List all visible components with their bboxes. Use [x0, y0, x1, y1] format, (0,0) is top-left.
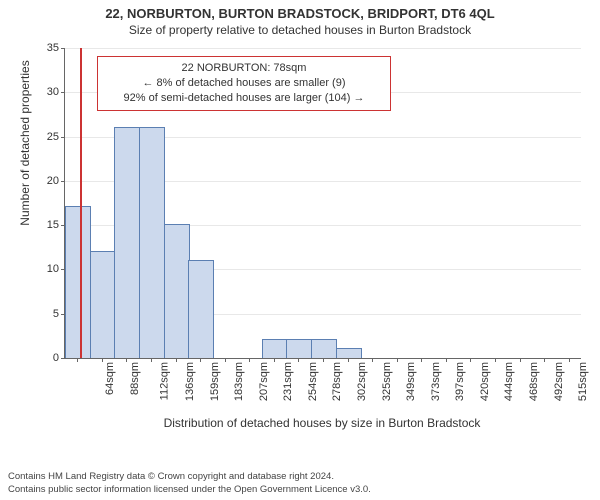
xtick-label: 349sqm — [405, 362, 417, 401]
histogram-bar — [164, 224, 190, 358]
histogram-bar — [188, 260, 214, 358]
xtick-label: 515sqm — [577, 362, 589, 401]
xtick-label: 231sqm — [282, 362, 294, 401]
xtick-mark — [298, 358, 299, 362]
xtick-mark — [323, 358, 324, 362]
xtick-mark — [495, 358, 496, 362]
annotation-line: ← 8% of detached houses are smaller (9) — [102, 76, 386, 91]
xtick-label: 373sqm — [430, 362, 442, 401]
xtick-label: 254sqm — [307, 362, 319, 401]
xtick-label: 444sqm — [504, 362, 516, 401]
xtick-mark — [176, 358, 177, 362]
xtick-label: 207sqm — [258, 362, 270, 401]
xtick-mark — [77, 358, 78, 362]
histogram-bar — [139, 127, 165, 358]
xtick-mark — [569, 358, 570, 362]
histogram-bar — [114, 127, 140, 358]
xtick-mark — [372, 358, 373, 362]
xtick-mark — [200, 358, 201, 362]
ytick-label: 10 — [47, 263, 65, 275]
xtick-mark — [126, 358, 127, 362]
footer-attribution: Contains HM Land Registry data © Crown c… — [8, 471, 371, 496]
xtick-mark — [397, 358, 398, 362]
ytick-label: 20 — [47, 175, 65, 187]
annotation-box: 22 NORBURTON: 78sqm← 8% of detached hous… — [97, 56, 391, 111]
xtick-label: 278sqm — [332, 362, 344, 401]
histogram-bar — [65, 206, 91, 358]
annotation-line: 22 NORBURTON: 78sqm — [102, 61, 386, 76]
gridline — [65, 48, 581, 49]
footer-line: Contains HM Land Registry data © Crown c… — [8, 471, 371, 483]
page-subtitle: Size of property relative to detached ho… — [0, 21, 600, 37]
xtick-label: 88sqm — [129, 362, 141, 395]
xtick-mark — [421, 358, 422, 362]
xtick-mark — [520, 358, 521, 362]
histogram-bar — [286, 339, 312, 358]
xtick-label: 112sqm — [159, 362, 171, 400]
xtick-label: 468sqm — [528, 362, 540, 401]
ytick-label: 15 — [47, 219, 65, 231]
ytick-label: 30 — [47, 86, 65, 98]
xtick-mark — [544, 358, 545, 362]
xtick-mark — [249, 358, 250, 362]
xtick-label: 183sqm — [233, 362, 245, 401]
xtick-label: 302sqm — [356, 362, 368, 401]
xtick-label: 492sqm — [553, 362, 565, 401]
xtick-mark — [225, 358, 226, 362]
ytick-label: 5 — [53, 308, 65, 320]
xtick-label: 325sqm — [381, 362, 393, 401]
annotation-line: 92% of semi-detached houses are larger (… — [102, 91, 386, 106]
xtick-mark — [102, 358, 103, 362]
xtick-label: 420sqm — [479, 362, 491, 401]
xtick-mark — [348, 358, 349, 362]
ytick-label: 35 — [47, 42, 65, 54]
x-axis-label: Distribution of detached houses by size … — [64, 416, 580, 430]
histogram-bar — [90, 251, 116, 358]
y-axis-label: Number of detached properties — [18, 0, 32, 298]
xtick-label: 397sqm — [454, 362, 466, 401]
page-title: 22, NORBURTON, BURTON BRADSTOCK, BRIDPOR… — [0, 0, 600, 21]
histogram-bar — [311, 339, 337, 358]
xtick-label: 64sqm — [104, 362, 116, 395]
xtick-mark — [274, 358, 275, 362]
xtick-mark — [446, 358, 447, 362]
footer-line: Contains public sector information licen… — [8, 484, 371, 496]
histogram-bar — [262, 339, 288, 358]
subject-marker-line — [80, 48, 82, 358]
ytick-label: 25 — [47, 131, 65, 143]
histogram-bar — [336, 348, 362, 358]
xtick-label: 136sqm — [184, 362, 196, 401]
ytick-label: 0 — [53, 352, 65, 364]
xtick-mark — [470, 358, 471, 362]
xtick-label: 159sqm — [209, 362, 221, 401]
xtick-mark — [151, 358, 152, 362]
